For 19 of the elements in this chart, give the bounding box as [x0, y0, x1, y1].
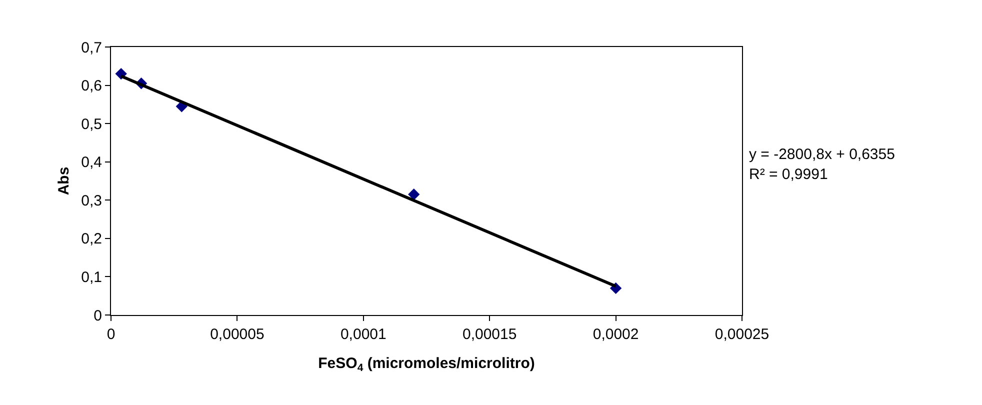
x-tick-label: 0: [106, 326, 116, 343]
y-tick-label: 0,1: [81, 268, 102, 286]
x-tick-label: 0,0001: [340, 326, 386, 343]
point: [408, 188, 420, 200]
x-tick-label: 0,00025: [714, 326, 770, 343]
y-axis-title: Abs: [55, 166, 72, 196]
x-tick-label: 0,00015: [462, 326, 517, 343]
y-tick-label: 0,6: [81, 78, 102, 95]
x-tick-label: 0,0002: [592, 326, 639, 343]
y-tick-label: 0,4: [81, 154, 102, 172]
y-tick-label: 0,7: [81, 39, 102, 56]
y-tick-label: 0: [94, 307, 102, 324]
y-tick-label: 0,2: [81, 230, 102, 248]
y-tick-label: 0,3: [81, 192, 102, 210]
x-axis-title: FeSO$_{4}$ (micromoles/microlitro): [318, 355, 535, 374]
y-tick-label: 0,5: [81, 116, 102, 133]
text: y = -2800,8x + 0,6355: [749, 146, 895, 163]
text: R² = 0,9991: [749, 166, 828, 183]
x-tick-label: 0,00005: [210, 326, 264, 343]
